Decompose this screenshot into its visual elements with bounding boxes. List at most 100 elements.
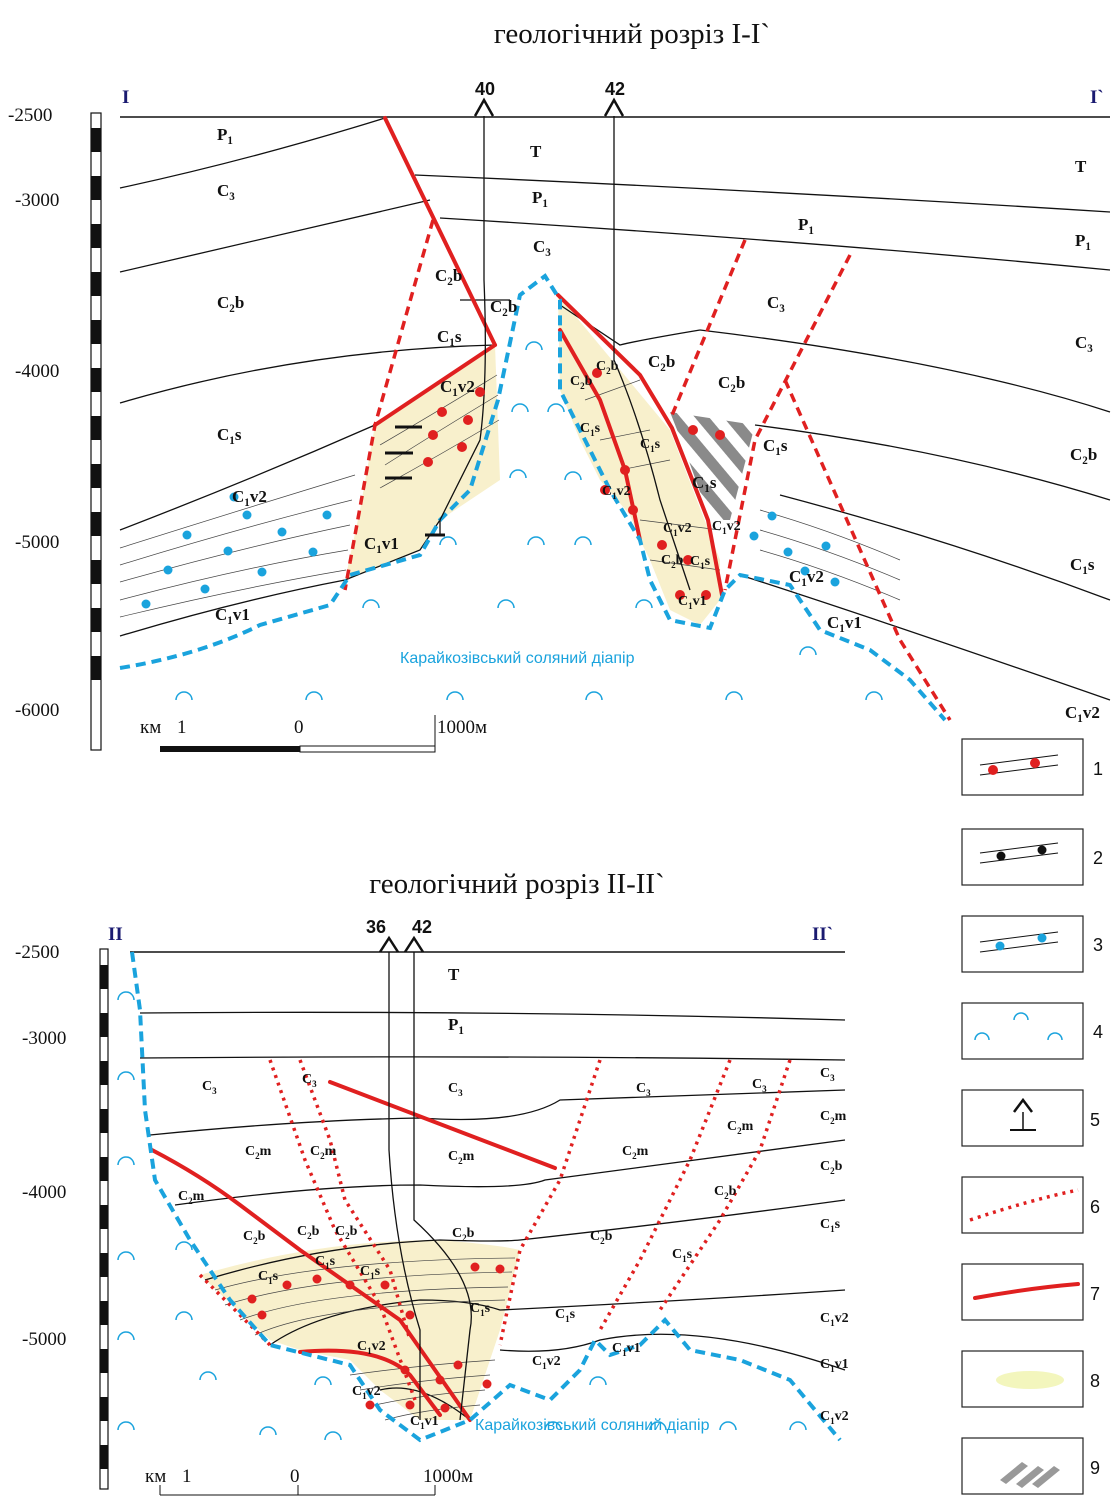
bedding-line: [254, 1299, 506, 1336]
diapir-label: Карайкозівський соляний діапір: [400, 650, 635, 667]
well-label: 40: [475, 79, 495, 99]
unit-label: C1v2: [712, 519, 741, 536]
unit-label: C2m: [820, 1109, 847, 1126]
bedding-line: [639, 519, 721, 531]
unit-label: C3: [217, 181, 235, 203]
fault-dashed: [783, 379, 952, 721]
unit-label: C1s: [690, 554, 711, 571]
unit-label: P1: [532, 188, 548, 210]
horizon: [119, 199, 431, 273]
section-2-horizontal-scale: км 1 0 1000м: [145, 1466, 473, 1496]
unit-label: T: [448, 965, 460, 984]
unit-label: C2b: [335, 1224, 358, 1241]
salt-diapir-boundary: [130, 951, 842, 1443]
bedding-line: [119, 569, 347, 618]
bedding-line: [599, 429, 651, 441]
unit-label: C2b: [490, 297, 517, 319]
unit-label: C2m: [245, 1144, 272, 1161]
unit-label: C2b: [452, 1226, 475, 1243]
horizon: [779, 494, 1111, 601]
horizon: [754, 424, 1111, 501]
horizon: [414, 174, 1111, 213]
horizon: [119, 344, 496, 404]
unit-label: C1v1: [410, 1414, 439, 1431]
fault-dashed: [343, 219, 435, 591]
fault-line: [383, 116, 497, 347]
legend-number: 7: [1090, 1284, 1100, 1304]
unit-label: C2m: [622, 1144, 649, 1161]
bedding-line: [349, 1359, 496, 1376]
fault-line: [150, 1148, 472, 1422]
legend-number: 1: [1093, 759, 1103, 779]
unit-label: C1v1: [678, 594, 707, 611]
unit-label: C2m: [310, 1144, 337, 1161]
unit-label: C2b: [718, 373, 745, 395]
fault-dotted: [298, 1059, 412, 1341]
unit-label: C2b: [648, 352, 675, 374]
unit-label: C3: [202, 1079, 217, 1096]
legend: 1 2 3 4 5: [961, 738, 1103, 1495]
unit-label: C1v2: [352, 1384, 381, 1401]
horizon: [499, 1333, 846, 1371]
section-end-label: I`: [1090, 87, 1104, 108]
legend-number: 3: [1093, 935, 1103, 955]
well-label: 42: [605, 79, 625, 99]
unit-label: C1v1: [215, 605, 250, 627]
unit-label: C2b: [714, 1184, 737, 1201]
unit-label: C1v2: [357, 1339, 386, 1356]
fault-line: [556, 293, 724, 597]
legend-number: 4: [1093, 1022, 1103, 1042]
unit-label: P1: [798, 215, 814, 237]
horizon: [119, 117, 386, 189]
horizon: [439, 217, 1111, 271]
bedding-line: [759, 549, 901, 601]
unit-label: C2b: [1070, 445, 1097, 467]
bedding-line: [119, 499, 353, 566]
unit-label: C3: [448, 1081, 463, 1098]
legend-item-3: 3: [961, 915, 1103, 973]
unit-label: C1v2: [232, 487, 267, 509]
unit-label: C2b: [590, 1229, 613, 1246]
fault-line: [328, 1080, 557, 1170]
unit-label: C1v2: [440, 377, 475, 399]
unit-label: C3: [636, 1081, 651, 1098]
scale-zero: 0: [294, 717, 304, 738]
diapir-label: Карайкозівський соляний діапір: [475, 1417, 710, 1434]
depth-label: -3000: [22, 1028, 66, 1049]
unit-label: C2m: [727, 1119, 754, 1136]
unit-label: C2m: [178, 1189, 205, 1206]
legend-item-9: 9: [961, 1437, 1100, 1495]
fault-dashed: [668, 239, 747, 421]
section-1: геологічний розріз I-I` -2500 -3000 -400…: [8, 18, 1111, 753]
unit-label: C2m: [448, 1149, 475, 1166]
bedding-line: [384, 394, 499, 466]
salt-arcs: [117, 991, 807, 1441]
legend-number: 6: [1090, 1197, 1100, 1217]
fault-dashed: [723, 254, 852, 591]
unit-label: C1s: [217, 425, 242, 447]
unit-label: C2b: [435, 266, 462, 288]
legend-item-5: 5: [961, 1089, 1100, 1147]
unit-label: P1: [217, 125, 233, 147]
horizon: [139, 1011, 846, 1021]
unit-label: C2b: [243, 1229, 266, 1246]
depth-label: -4000: [22, 1182, 66, 1203]
depth-label: -2500: [15, 942, 59, 963]
section-1-horizontal-scale: км 1 0 1000м: [140, 715, 487, 753]
legend-item-2: 2: [961, 828, 1103, 886]
section-2-depth-scale: -2500 -3000 -4000 -5000: [15, 942, 109, 1490]
water-markers: [141, 492, 840, 609]
legend-number: 5: [1090, 1110, 1100, 1130]
horizon: [174, 1139, 846, 1206]
unit-label: C3: [302, 1072, 317, 1089]
fault-dotted: [658, 1059, 792, 1311]
oil-markers: [247, 1262, 505, 1413]
unit-label: C1v1: [364, 534, 399, 556]
reservoir-zone-left: [345, 345, 500, 580]
unit-label: C1s: [258, 1269, 279, 1286]
legend-item-8: 8: [961, 1350, 1100, 1408]
unit-label: C1s: [763, 436, 788, 458]
horizon: [139, 1056, 846, 1061]
horizon: [559, 304, 701, 346]
unit-label: C1s: [555, 1307, 576, 1324]
